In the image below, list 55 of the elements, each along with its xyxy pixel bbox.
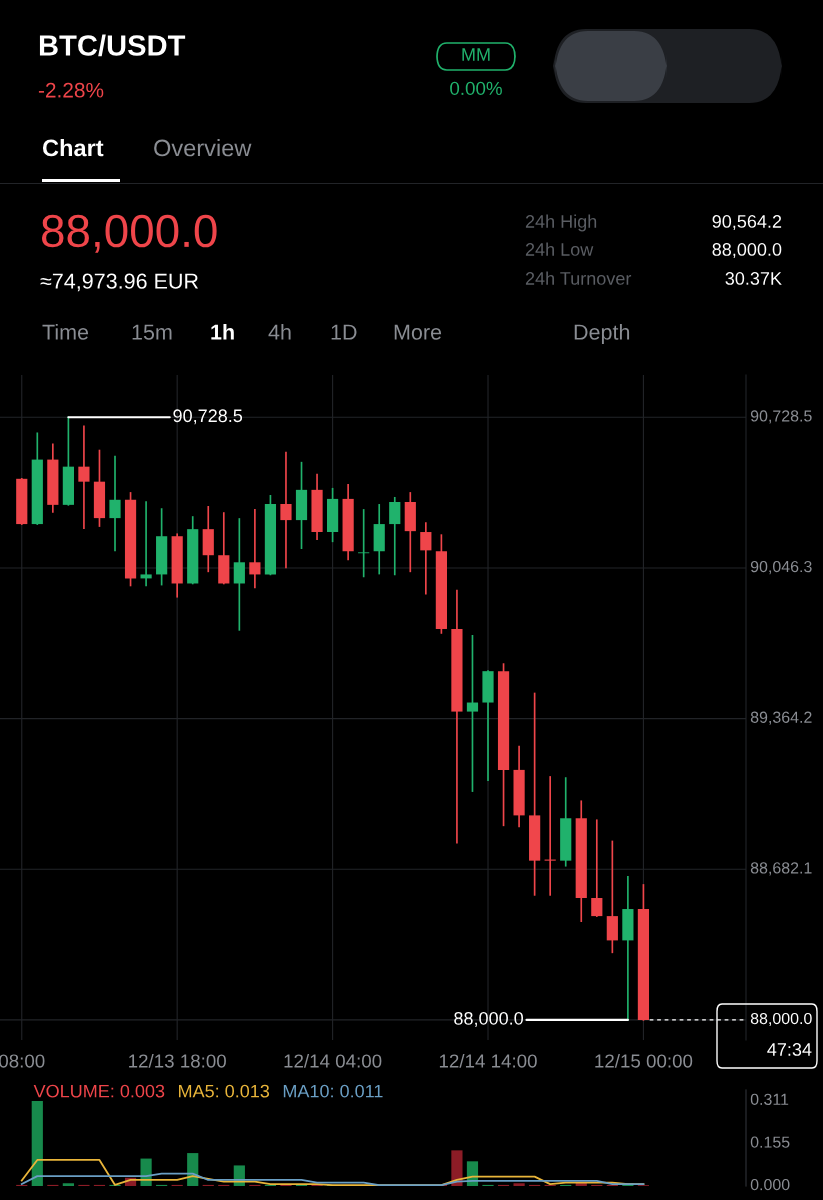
bar (513, 1183, 525, 1186)
text: Time (42, 323, 89, 340)
candlestick (109, 455, 121, 552)
text: 1h (211, 323, 234, 340)
series-label: VOLUME: 0.003 (33, 1084, 165, 1098)
candlestick (249, 509, 261, 589)
text: 1D (331, 324, 357, 340)
y-tick-label: 88,682.1 (750, 862, 812, 876)
text: Depth (574, 323, 630, 345)
y-tick-label: 0.000 (750, 1178, 790, 1191)
x-tick-label: 12/15 00:00 (595, 1053, 693, 1068)
text: MA5: 0.013 (179, 1084, 270, 1098)
candlestick (466, 634, 479, 792)
text: 90,564.2 (712, 215, 782, 230)
annotation: 90,728.5 (173, 409, 243, 425)
x-tick-label: 12/14 04:00 (284, 1053, 382, 1068)
candlestick (78, 425, 90, 529)
candlestick (140, 501, 152, 587)
y-tick-label: 0.311 (750, 1093, 789, 1105)
annotation: 88,000.0 (454, 1011, 524, 1027)
text: 47:34 (767, 1043, 812, 1056)
text: 0.00% (450, 81, 502, 96)
x-tick-label: 08:00 (0, 1054, 45, 1068)
y-tick-label: 90,046.3 (750, 560, 812, 575)
bar (62, 1183, 74, 1186)
text: MA10: 0.011 (283, 1084, 383, 1098)
x-tick-label: 12/14 14:00 (439, 1053, 537, 1068)
candlestick (544, 776, 556, 896)
text: Chart (42, 139, 104, 157)
y-tick-label: 89,364.2 (750, 711, 812, 725)
x-tick-label: 12/13 18:00 (129, 1053, 226, 1068)
text: 24h Low (525, 242, 594, 256)
text: 24h High (525, 214, 597, 232)
candlestick (420, 522, 432, 595)
y-tick-label: 90,728.5 (750, 410, 812, 424)
text: 4h (268, 323, 291, 340)
text: 88,000.0 (41, 214, 217, 253)
candlestick (389, 496, 401, 576)
text: MM (462, 48, 490, 61)
bar (451, 1150, 463, 1186)
candlestick (358, 509, 370, 578)
y-tick-label: 0.155 (750, 1136, 790, 1148)
text: Overview (154, 139, 252, 157)
text: 30.37K (725, 272, 782, 285)
text: ≈74,973.96 EUR (40, 273, 199, 292)
chart-title: BTC/USDT (39, 34, 186, 57)
text: 15m (132, 324, 172, 340)
candlestick (280, 451, 292, 569)
text: 24h Turnover (525, 271, 632, 285)
text: More (394, 324, 442, 340)
bar (31, 1100, 43, 1186)
candlestick (233, 518, 245, 631)
candlestick (591, 819, 603, 917)
y-tick-label: 88,000.0 (750, 1012, 812, 1027)
chart-subtitle: -2.28% (38, 82, 104, 98)
